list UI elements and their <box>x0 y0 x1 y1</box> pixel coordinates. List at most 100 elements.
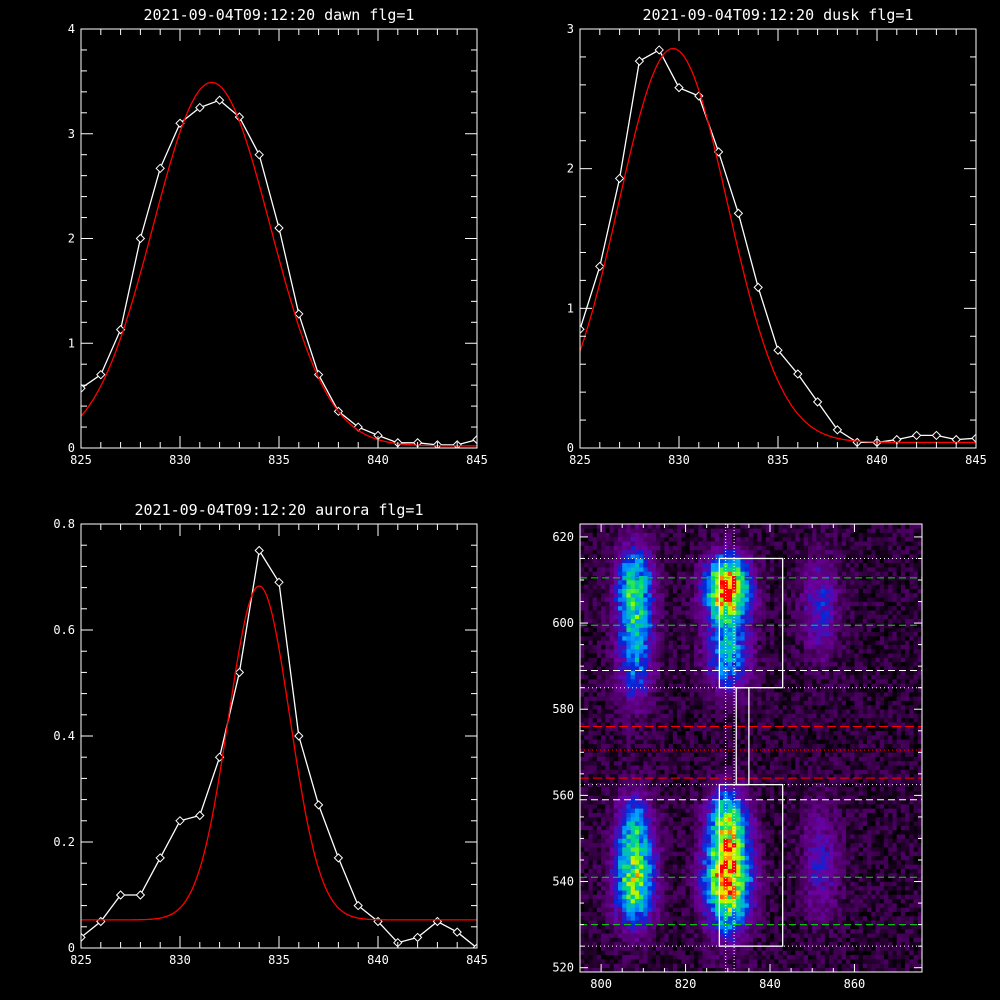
heatmap-cell <box>588 834 593 839</box>
heatmap-cell <box>888 894 893 900</box>
heatmap-cell <box>867 864 872 869</box>
heatmap-cell <box>744 864 750 869</box>
heatmap-cell <box>677 877 682 882</box>
heatmap-cell <box>626 730 631 736</box>
heatmap-cell <box>858 851 864 856</box>
heatmap-cell <box>584 834 589 839</box>
heatmap-cell <box>761 860 767 865</box>
heatmap-cell <box>694 730 699 736</box>
heatmap-cell <box>905 916 910 921</box>
heatmap-cell <box>808 735 813 740</box>
heatmap-cell <box>905 726 910 732</box>
heatmap-cell <box>740 726 745 732</box>
heatmap-cell <box>706 928 712 934</box>
heatmap-cell <box>799 885 805 891</box>
heatmap-cell <box>841 928 847 934</box>
heatmap-cell <box>816 954 821 960</box>
heatmap-cell <box>884 916 889 921</box>
heatmap-cell <box>710 808 716 813</box>
heatmap-cell <box>803 851 809 856</box>
heatmap-cell <box>770 778 775 783</box>
heatmap-cell <box>871 769 876 775</box>
heatmap-cell <box>913 743 919 749</box>
heatmap-cell <box>774 885 779 891</box>
heatmap-cell <box>786 782 792 788</box>
heatmap-cell <box>913 920 919 925</box>
heatmap-cell <box>900 791 906 796</box>
heatmap-cell <box>626 760 631 766</box>
heatmap-cell <box>854 946 859 951</box>
heatmap-cell <box>596 821 602 826</box>
heatmap-cell <box>892 881 897 887</box>
heatmap-cell <box>816 795 821 800</box>
heatmap-cell <box>618 851 623 856</box>
heatmap-cell <box>719 795 724 800</box>
heatmap-cell <box>613 941 619 947</box>
heatmap-cell <box>799 821 805 826</box>
heatmap-cell <box>685 920 691 925</box>
heatmap-cell <box>685 898 691 904</box>
heatmap-cell <box>846 907 851 912</box>
heatmap-cell <box>710 799 716 805</box>
heatmap-cell <box>727 881 733 887</box>
heatmap-cell <box>774 769 779 775</box>
heatmap-cell <box>592 735 598 740</box>
heatmap-cell <box>698 804 703 809</box>
heatmap-cell <box>736 851 741 856</box>
heatmap-cell <box>812 959 817 964</box>
heatmap-cell <box>639 769 644 775</box>
heatmap-cell <box>774 778 779 783</box>
heatmap-cell <box>829 868 834 874</box>
heatmap-cell <box>727 799 733 805</box>
heatmap-cell <box>710 782 716 788</box>
heatmap-cell <box>677 898 682 904</box>
heatmap-cell <box>774 739 779 744</box>
heatmap-cell <box>651 963 657 968</box>
heatmap-cell <box>664 851 669 856</box>
heatmap-cell <box>875 760 881 766</box>
heatmap-cell <box>723 898 729 904</box>
heatmap-cell <box>672 911 678 917</box>
heatmap-cell <box>782 778 788 783</box>
heatmap-cell <box>888 730 893 736</box>
heatmap-cell <box>875 838 881 844</box>
heatmap-cell <box>710 881 716 887</box>
heatmap-cell <box>685 808 691 813</box>
heatmap-cell <box>740 778 745 783</box>
heatmap-cell <box>748 838 754 844</box>
heatmap-cell <box>761 881 767 887</box>
heatmap-cell <box>837 825 843 831</box>
heatmap-cell <box>757 933 762 938</box>
heatmap-cell <box>584 773 589 779</box>
heatmap-cell <box>727 804 733 809</box>
heatmap-cell <box>757 821 762 826</box>
heatmap-cell <box>605 928 610 934</box>
heatmap-cell <box>896 834 902 839</box>
heatmap-cell <box>808 808 813 813</box>
heatmap-cell <box>871 743 876 749</box>
heatmap-cell <box>609 730 615 736</box>
heatmap-cell <box>858 773 864 779</box>
heatmap-cell <box>727 890 733 895</box>
heatmap-cell <box>812 739 817 744</box>
heatmap-cell <box>833 825 838 831</box>
heatmap-cell <box>601 864 606 869</box>
heatmap-cell <box>900 941 906 947</box>
heatmap-cell <box>723 730 729 736</box>
heatmap-cell <box>618 950 623 956</box>
heatmap-cell <box>719 773 724 779</box>
heatmap-cell <box>727 872 733 878</box>
heatmap-cell <box>917 726 922 732</box>
heatmap-cell <box>829 765 834 770</box>
heatmap-cell <box>786 808 792 813</box>
heatmap-cell <box>744 756 750 762</box>
heatmap-cell <box>812 847 817 852</box>
heatmap-cell <box>824 726 830 732</box>
heatmap-cell <box>706 868 712 874</box>
heatmap-cell <box>871 928 876 934</box>
heatmap-cell <box>706 756 712 762</box>
heatmap-cell <box>656 812 661 818</box>
heatmap-cell <box>774 941 779 947</box>
heatmap-cell <box>630 847 636 852</box>
heatmap-cell <box>799 946 805 951</box>
